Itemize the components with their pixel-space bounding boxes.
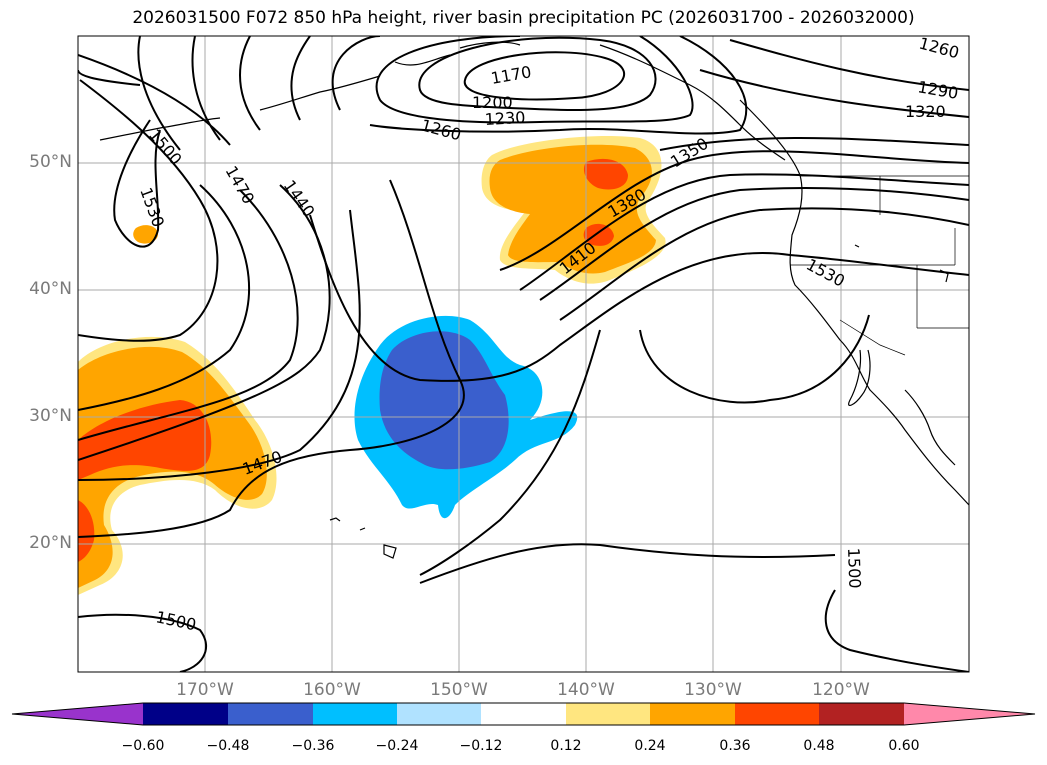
positive-anomaly-small bbox=[133, 225, 158, 244]
colorbar-segment bbox=[143, 703, 228, 725]
colorbar-tick: 0.12 bbox=[550, 738, 582, 754]
contour-label: 1500 bbox=[145, 125, 186, 168]
colorbar-tick: −0.48 bbox=[206, 738, 250, 754]
colorbar-segment bbox=[735, 703, 819, 725]
lon-label-140w: 140°W bbox=[557, 680, 615, 700]
lon-label-170w: 170°W bbox=[176, 680, 234, 700]
contour-label: 1170 bbox=[489, 62, 532, 88]
political-borders bbox=[790, 175, 969, 356]
lon-label-160w: 160°W bbox=[303, 680, 361, 700]
contour-label: 1230 bbox=[484, 108, 526, 129]
lat-label-20n: 20°N bbox=[29, 533, 72, 553]
contour-label: 1350 bbox=[667, 134, 712, 172]
lat-label-30n: 30°N bbox=[29, 406, 72, 426]
colorbar-segment bbox=[650, 703, 735, 725]
lon-label-130w: 130°W bbox=[684, 680, 742, 700]
contour-label: 1470 bbox=[222, 163, 259, 208]
contour-label: 1500 bbox=[844, 547, 864, 588]
colorbar-tick: 0.60 bbox=[888, 738, 920, 754]
colorbar-extend-high bbox=[904, 703, 1035, 725]
colorbar-tick: −0.24 bbox=[375, 738, 419, 754]
positive-anomaly-west-strong2 bbox=[78, 500, 95, 562]
lat-label-50n: 50°N bbox=[29, 152, 72, 172]
colorbar-tick: −0.12 bbox=[459, 738, 503, 754]
colorbar-tick: 0.24 bbox=[634, 738, 666, 754]
height-contours bbox=[78, 36, 969, 672]
positive-anomaly-ne-strong1 bbox=[583, 158, 628, 190]
colorbar-tick: −0.36 bbox=[291, 738, 335, 754]
colorbar-tick: 0.36 bbox=[719, 738, 751, 754]
contour-label: 1200 bbox=[472, 93, 513, 112]
map-title: 2026031500 F072 850 hPa height, river ba… bbox=[132, 8, 915, 28]
positive-anomaly-ne-strong2 bbox=[583, 223, 614, 246]
contour-label: 1260 bbox=[917, 34, 961, 63]
map-frame bbox=[77, 35, 970, 673]
precip-anomaly-shading bbox=[78, 135, 666, 595]
graticule bbox=[78, 36, 969, 672]
colorbar-segment bbox=[397, 703, 481, 725]
colorbar-segment bbox=[566, 703, 650, 725]
contour-label: 1440 bbox=[280, 176, 319, 220]
lat-label-40n: 40°N bbox=[29, 279, 72, 299]
contour-label: 1530 bbox=[136, 185, 168, 230]
colorbar-segment bbox=[228, 703, 313, 725]
contour-label: 1290 bbox=[916, 77, 959, 103]
colorbar-segment bbox=[313, 703, 397, 725]
colorbar-segment bbox=[819, 703, 904, 725]
colorbar-extend-low bbox=[12, 703, 143, 725]
lon-label-150w: 150°W bbox=[430, 680, 488, 700]
positive-anomaly-west-strong bbox=[78, 400, 212, 480]
colorbar-tick: −0.60 bbox=[121, 738, 165, 754]
contour-label: 1320 bbox=[905, 102, 946, 121]
colorbar-tick: 0.48 bbox=[803, 738, 835, 754]
colorbar bbox=[11, 702, 1036, 726]
colorbar-segment bbox=[481, 703, 566, 725]
negative-anomaly-central-mid bbox=[379, 331, 509, 470]
lon-label-120w: 120°W bbox=[812, 680, 870, 700]
contour-label: 1500 bbox=[154, 607, 198, 634]
